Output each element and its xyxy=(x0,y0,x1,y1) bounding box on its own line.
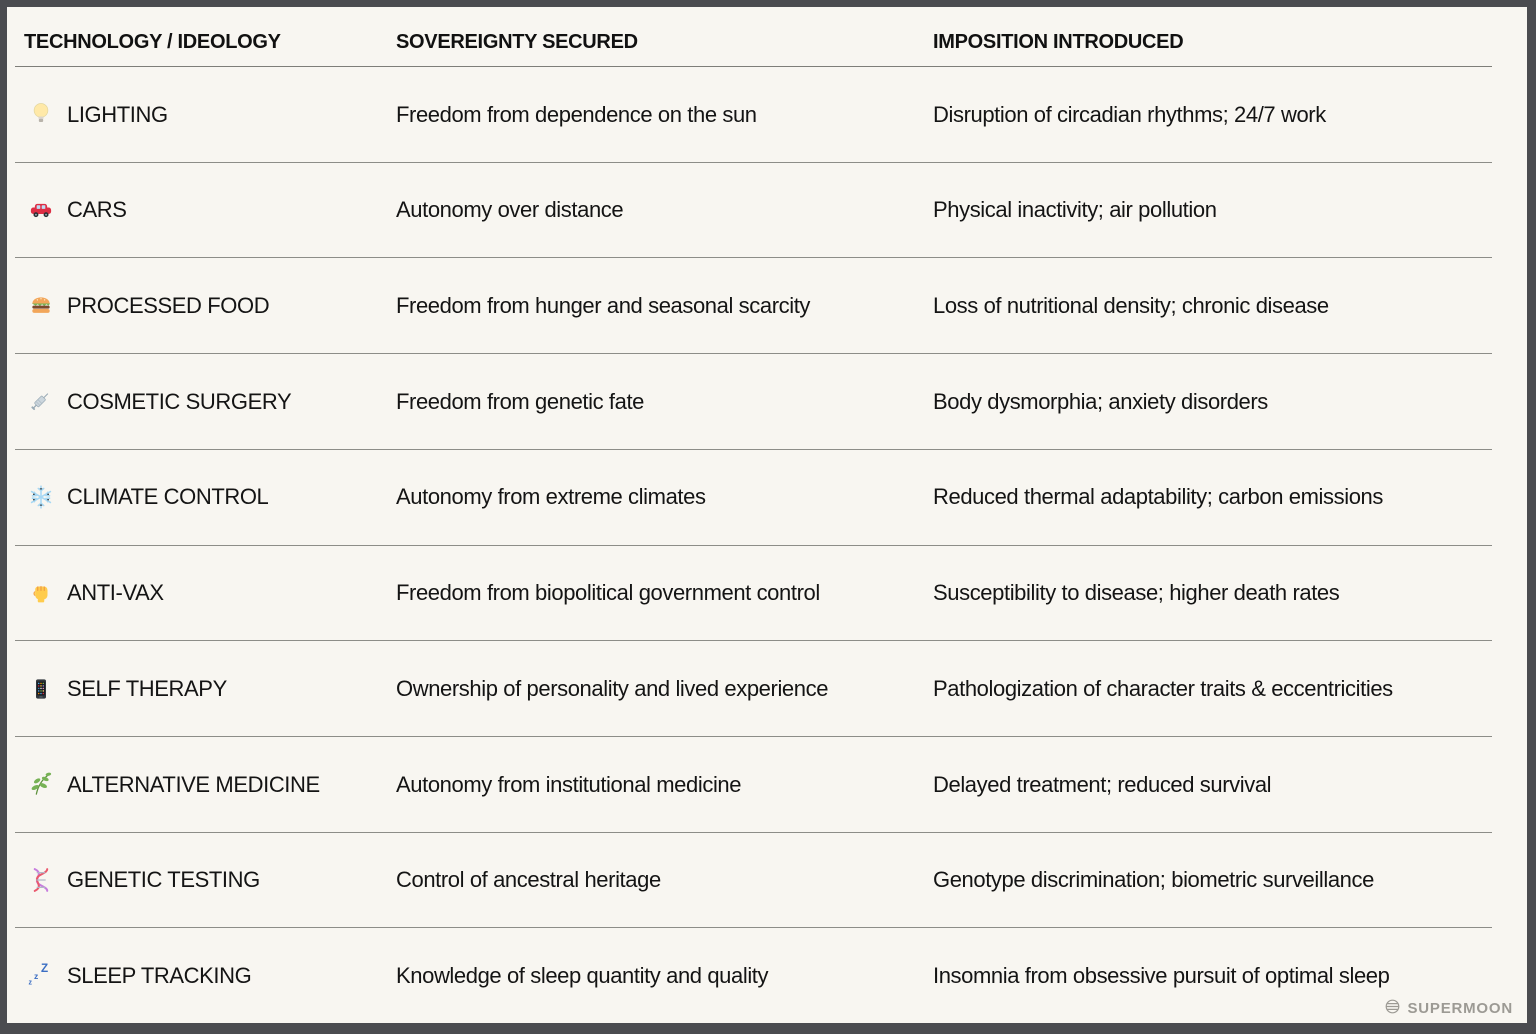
sovereignty-cell: Freedom from genetic fate xyxy=(396,388,645,414)
table-body: LIGHTING Freedom from dependence on the … xyxy=(7,67,1527,1023)
sovereignty-cell: Freedom from dependence on the sun xyxy=(396,101,757,127)
table-row: COSMETIC SURGERY Freedom from genetic fa… xyxy=(15,354,1492,450)
fist-icon xyxy=(24,576,58,610)
sovereignty-cell: Autonomy over distance xyxy=(396,197,624,223)
imposition-cell: Susceptibility to disease; higher death … xyxy=(933,580,1340,606)
table-row: CLIMATE CONTROL Autonomy from extreme cl… xyxy=(15,450,1492,546)
row-label: ANTI-VAX xyxy=(67,580,164,606)
watermark: SUPERMOON xyxy=(1384,998,1513,1019)
imposition-cell: Physical inactivity; air pollution xyxy=(933,197,1217,223)
imposition-cell: Reduced thermal adaptability; carbon emi… xyxy=(933,484,1383,510)
row-label: LIGHTING xyxy=(67,101,168,127)
svg-text:Z: Z xyxy=(41,962,48,975)
imposition-cell: Pathologization of character traits & ec… xyxy=(933,675,1393,701)
column-header-imposition-introduced: IMPOSITION INTRODUCED xyxy=(933,31,1184,53)
phone-icon xyxy=(24,672,58,706)
technology-cell: LIGHTING xyxy=(24,97,396,131)
table-row: SELF THERAPY Ownership of personality an… xyxy=(15,641,1492,737)
sovereignty-cell: Freedom from hunger and seasonal scarcit… xyxy=(396,293,811,318)
svg-text:z: z xyxy=(34,971,38,981)
technology-cell: COSMETIC SURGERY xyxy=(24,384,396,418)
row-label: SLEEP TRACKING xyxy=(67,962,252,988)
column-header-sovereignty-secured: SOVEREIGNTY SECURED xyxy=(396,31,638,53)
technology-cell: CARS xyxy=(24,193,396,227)
row-label: PROCESSED FOOD xyxy=(67,293,270,318)
table-row: LIGHTING Freedom from dependence on the … xyxy=(15,67,1492,163)
technology-cell: ALTERNATIVE MEDICINE xyxy=(24,767,396,801)
snowflake-icon xyxy=(24,480,58,514)
technology-cell: CLIMATE CONTROL xyxy=(24,480,396,514)
imposition-cell: Delayed treatment; reduced survival xyxy=(933,771,1272,797)
imposition-cell: Genotype discrimination; biometric surve… xyxy=(933,867,1374,893)
herb-icon xyxy=(24,767,58,801)
lightbulb-icon xyxy=(24,97,58,131)
supermoon-moon-icon xyxy=(1384,998,1401,1019)
sovereignty-cell: Knowledge of sleep quantity and quality xyxy=(396,962,769,988)
svg-text:z: z xyxy=(29,979,33,986)
row-label: CLIMATE CONTROL xyxy=(67,484,269,510)
table-row: ANTI-VAX Freedom from biopolitical gover… xyxy=(15,546,1492,642)
row-label: ALTERNATIVE MEDICINE xyxy=(67,771,320,797)
row-label: SELF THERAPY xyxy=(67,675,227,701)
imposition-cell: Insomnia from obsessive pursuit of optim… xyxy=(933,962,1390,988)
brand-name: SUPERMOON xyxy=(1407,1000,1513,1017)
technology-cell: ANTI-VAX xyxy=(24,576,396,610)
sovereignty-cell: Autonomy from extreme climates xyxy=(396,484,706,510)
table-row: ALTERNATIVE MEDICINE Autonomy from insti… xyxy=(15,737,1492,833)
imposition-cell: Body dysmorphia; anxiety disorders xyxy=(933,388,1268,414)
column-header-technology-ideology: TECHNOLOGY / IDEOLOGY xyxy=(24,31,281,53)
technology-cell: GENETIC TESTING xyxy=(24,863,396,897)
dna-icon xyxy=(24,863,58,897)
sovereignty-cell: Freedom from biopolitical government con… xyxy=(396,580,820,606)
table-header-row: TECHNOLOGY / IDEOLOGY SOVEREIGNTY SECURE… xyxy=(15,7,1492,67)
row-label: COSMETIC SURGERY xyxy=(67,388,292,414)
sovereignty-cell: Autonomy from institutional medicine xyxy=(396,771,742,797)
row-label: CARS xyxy=(67,197,127,223)
technology-cell: PROCESSED FOOD xyxy=(24,289,396,323)
car-icon xyxy=(24,193,58,227)
table-row: PROCESSED FOOD Freedom from hunger and s… xyxy=(15,258,1492,355)
table-row: CARS Autonomy over distance Physical ina… xyxy=(15,163,1492,259)
table-row: GENETIC TESTING Control of ancestral her… xyxy=(15,833,1492,929)
imposition-cell: Loss of nutritional density; chronic dis… xyxy=(933,293,1329,318)
imposition-cell: Disruption of circadian rhythms; 24/7 wo… xyxy=(933,101,1326,127)
hamburger-icon xyxy=(24,289,58,323)
row-label: GENETIC TESTING xyxy=(67,867,260,893)
syringe-icon xyxy=(24,384,58,418)
sovereignty-cell: Ownership of personality and lived exper… xyxy=(396,675,829,701)
technology-cell: SELF THERAPY xyxy=(24,672,396,706)
sovereignty-cell: Control of ancestral heritage xyxy=(396,867,661,893)
